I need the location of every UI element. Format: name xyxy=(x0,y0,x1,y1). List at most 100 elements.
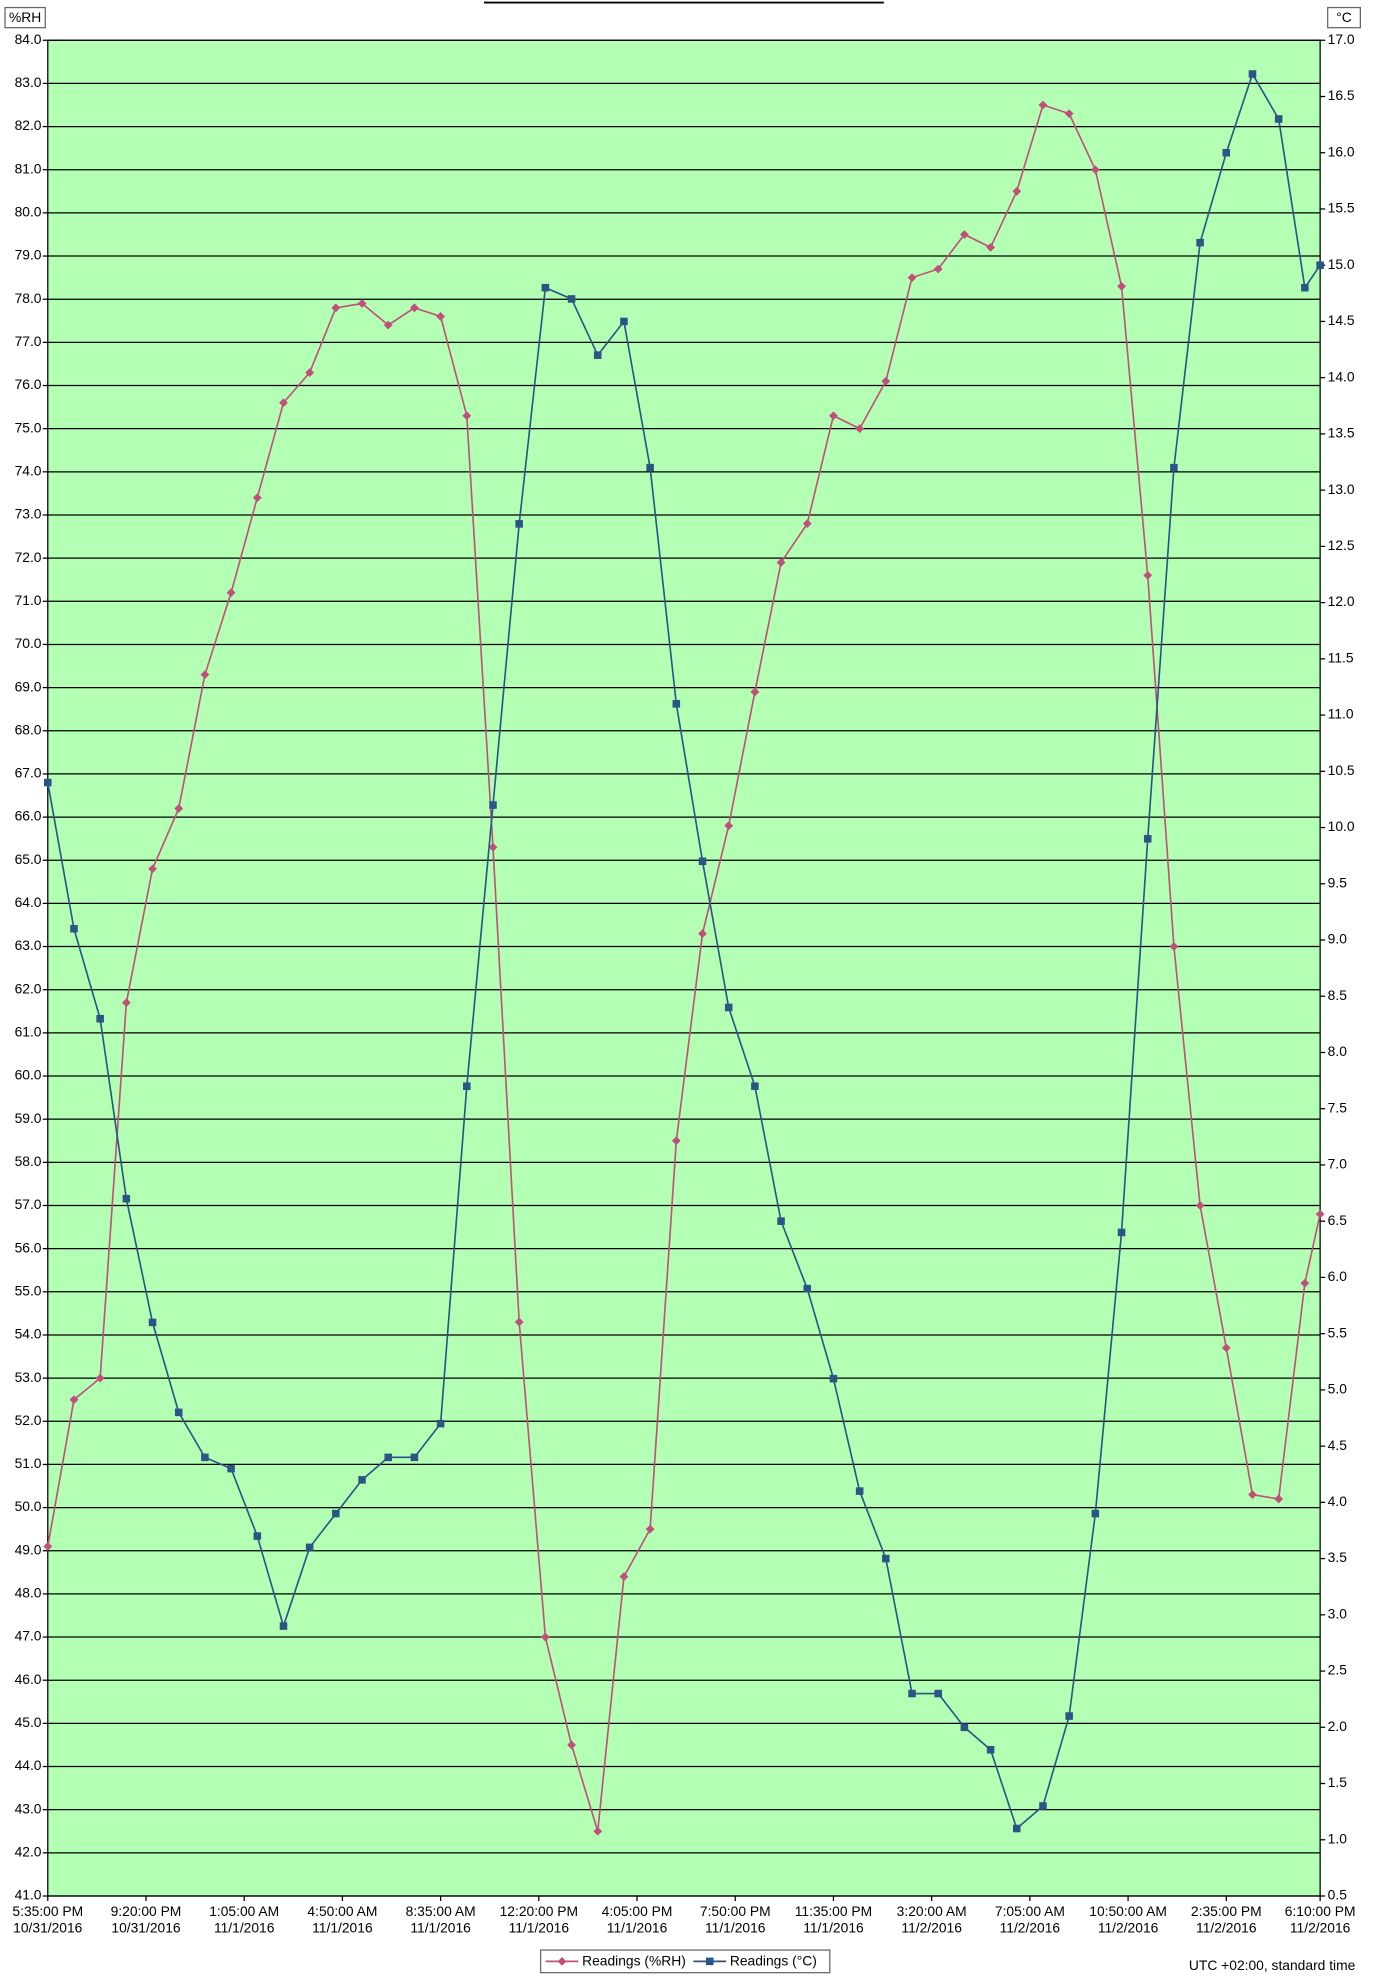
marker xyxy=(1090,165,1100,175)
y2-tick-label: 15.5 xyxy=(1328,200,1355,216)
y-tick-label: 64.0 xyxy=(15,894,42,910)
y2-tick-label: 0.5 xyxy=(1328,1887,1348,1903)
y2-tick-label: 14.5 xyxy=(1328,312,1355,328)
y-tick-label: 78.0 xyxy=(15,290,42,306)
y2-tick-label: 12.5 xyxy=(1328,537,1355,553)
x-tick-label: 11/1/2016 xyxy=(214,1919,275,1935)
y-tick-label: 76.0 xyxy=(15,376,42,392)
marker xyxy=(200,670,210,680)
y2-tick-label: 7.5 xyxy=(1328,1099,1348,1115)
y-unit: %RH xyxy=(9,9,41,25)
marker xyxy=(960,1723,969,1732)
marker xyxy=(70,924,78,933)
y-tick-label: 66.0 xyxy=(15,808,42,824)
y-tick-label: 72.0 xyxy=(15,549,42,565)
y2-tick-label: 11.5 xyxy=(1328,649,1354,665)
marker xyxy=(1117,1228,1126,1237)
marker xyxy=(252,493,262,503)
marker xyxy=(410,303,419,313)
y2-tick-label: 14.0 xyxy=(1328,368,1355,384)
x-tick-label: 11/1/2016 xyxy=(312,1919,373,1935)
y2-tick-label: 4.0 xyxy=(1328,1493,1348,1509)
y2-tick-label: 6.0 xyxy=(1328,1268,1348,1284)
marker xyxy=(1248,70,1257,78)
y2-unit: °C xyxy=(1336,9,1352,25)
x-tick-label: 11/2/2016 xyxy=(1290,1919,1351,1935)
y-tick-label: 56.0 xyxy=(15,1239,42,1255)
marker xyxy=(541,283,550,292)
y2-tick-label: 5.0 xyxy=(1328,1381,1348,1397)
y2-tick-label: 7.0 xyxy=(1328,1156,1348,1172)
marker xyxy=(777,1217,785,1225)
legend: Readings (%RH) Readings (°C) xyxy=(539,1949,831,1974)
y2-tick-label: 13.0 xyxy=(1328,481,1355,497)
legend-label: Readings (°C) xyxy=(730,1953,817,1969)
y-tick-label: 58.0 xyxy=(15,1153,42,1169)
marker xyxy=(253,1532,262,1540)
marker xyxy=(1143,571,1153,580)
y-tick-label: 60.0 xyxy=(15,1067,42,1083)
marker xyxy=(724,821,734,831)
marker xyxy=(410,1453,419,1462)
x-tick-label: 11/2/2016 xyxy=(1196,1919,1257,1935)
x-tick-label: 11/1/2016 xyxy=(803,1919,864,1935)
marker xyxy=(646,463,654,472)
marker xyxy=(332,1509,340,1518)
x-tick-label: 11:35:00 PM xyxy=(795,1903,872,1919)
marker xyxy=(855,424,865,434)
marker xyxy=(489,801,497,809)
y-tick-label: 55.0 xyxy=(15,1282,42,1298)
marker xyxy=(959,230,969,239)
y-tick-label: 63.0 xyxy=(15,937,42,953)
marker xyxy=(96,1014,104,1023)
y2-tick-label: 17.0 xyxy=(1328,31,1355,47)
marker xyxy=(1316,261,1324,269)
x-tick-label: 9:20:00 PM xyxy=(111,1903,182,1919)
y2-tick-label: 12.0 xyxy=(1328,593,1355,609)
x-tick-label: 11/1/2016 xyxy=(607,1919,668,1935)
y2-tick-label: 5.5 xyxy=(1328,1324,1348,1340)
legend-box xyxy=(539,1949,831,1974)
marker xyxy=(750,687,760,697)
y-tick-label: 59.0 xyxy=(15,1110,42,1126)
x-tick-label: 11/2/2016 xyxy=(901,1919,962,1935)
y2-tick-label: 1.5 xyxy=(1328,1774,1348,1790)
x-tick-label: 11/1/2016 xyxy=(509,1919,570,1935)
x-tick-label: 11/2/2016 xyxy=(1098,1919,1159,1935)
y-tick-label: 50.0 xyxy=(15,1498,42,1514)
marker xyxy=(462,411,472,421)
marker xyxy=(1274,115,1283,123)
marker xyxy=(174,1408,183,1417)
x-tick-label: 7:05:00 AM xyxy=(995,1903,1065,1919)
y2-tick-label: 3.0 xyxy=(1328,1605,1348,1621)
y-tick-label: 53.0 xyxy=(15,1369,42,1385)
y2-tick-label: 2.5 xyxy=(1328,1662,1348,1678)
y2-tick-label: 1.0 xyxy=(1328,1830,1348,1846)
marker xyxy=(540,1632,550,1642)
marker xyxy=(201,1453,209,1462)
marker xyxy=(1143,835,1152,843)
y-tick-label: 80.0 xyxy=(15,204,42,220)
y-tick-label: 77.0 xyxy=(15,333,42,349)
marker xyxy=(357,299,367,308)
footnote: UTC +02:00, standard time xyxy=(1189,1957,1356,1973)
y-tick-label: 45.0 xyxy=(15,1714,42,1730)
marker xyxy=(95,1373,105,1383)
y-tick-label: 42.0 xyxy=(15,1843,42,1859)
x-tick-label: 6:10:00 PM xyxy=(1285,1903,1356,1919)
y-tick-label: 81.0 xyxy=(15,160,42,176)
marker xyxy=(1301,283,1309,292)
marker xyxy=(1091,1509,1100,1518)
marker xyxy=(515,520,523,528)
y-tick-label: 48.0 xyxy=(15,1585,42,1601)
y2-tick-label: 10.5 xyxy=(1328,762,1355,778)
y-tick-label: 70.0 xyxy=(15,635,42,651)
marker xyxy=(44,778,52,787)
y-tick-label: 67.0 xyxy=(15,765,42,781)
marker xyxy=(1013,1824,1021,1833)
marker xyxy=(567,295,576,303)
marker xyxy=(672,700,681,708)
marker xyxy=(802,519,812,529)
marker xyxy=(331,303,341,313)
series-line xyxy=(46,103,1321,1832)
